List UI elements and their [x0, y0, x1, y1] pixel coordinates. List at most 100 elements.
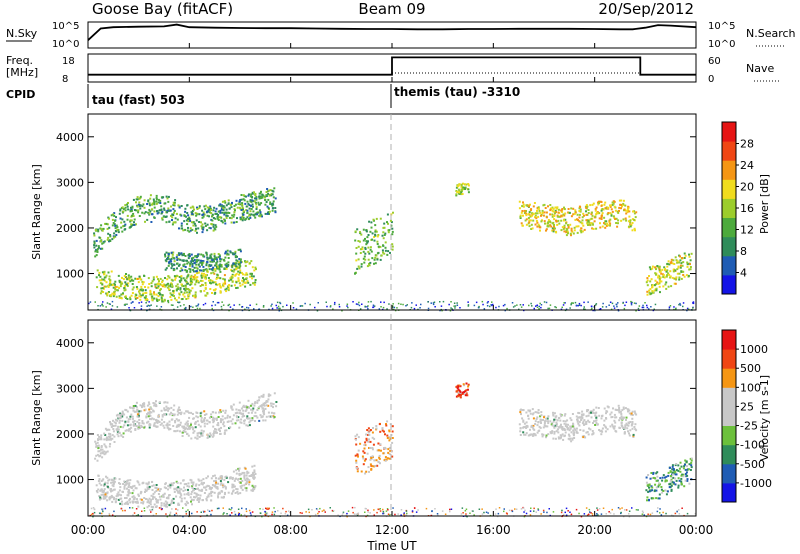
- data-point: [112, 295, 115, 298]
- ground-scatter-point: [415, 304, 417, 306]
- data-point: [167, 485, 170, 488]
- data-point: [226, 249, 229, 252]
- data-point: [373, 236, 376, 238]
- data-point: [191, 213, 194, 215]
- data-point: [650, 472, 653, 474]
- ground-scatter-point: [459, 307, 461, 309]
- data-point: [216, 487, 219, 490]
- data-point: [132, 279, 135, 282]
- data-point: [157, 198, 160, 201]
- ground-scatter-point: [588, 513, 590, 516]
- data-point: [519, 411, 522, 414]
- ground-scatter-point: [498, 507, 501, 509]
- data-point: [253, 469, 256, 472]
- data-point: [253, 464, 256, 467]
- data-point: [550, 423, 553, 426]
- data-point: [624, 424, 627, 427]
- data-point: [580, 227, 583, 230]
- data-point: [529, 428, 531, 431]
- ground-scatter-point: [478, 508, 481, 510]
- data-point: [244, 264, 247, 267]
- data-point: [254, 485, 257, 488]
- data-point: [241, 484, 244, 487]
- data-point: [622, 427, 625, 429]
- data-point: [157, 201, 160, 204]
- data-point: [595, 422, 598, 424]
- data-point: [221, 418, 224, 421]
- data-point: [158, 291, 161, 294]
- data-point: [365, 243, 368, 246]
- beam-title: Beam 09: [358, 0, 425, 18]
- data-point: [202, 269, 205, 271]
- data-point: [264, 407, 267, 410]
- data-point: [534, 420, 537, 423]
- data-point: [266, 190, 269, 193]
- data-point: [606, 222, 609, 225]
- data-point: [465, 389, 468, 392]
- data-point: [195, 278, 198, 281]
- data-point: [179, 280, 182, 283]
- data-point: [187, 434, 190, 437]
- data-point: [370, 250, 373, 253]
- data-point: [180, 275, 183, 278]
- data-point: [458, 191, 461, 194]
- data-point: [213, 491, 216, 494]
- data-point: [99, 452, 102, 455]
- data-point: [179, 424, 182, 426]
- data-point: [367, 234, 370, 236]
- data-point: [646, 499, 648, 502]
- data-point: [249, 210, 252, 213]
- data-point: [173, 491, 176, 493]
- data-point: [235, 221, 238, 223]
- ground-scatter-point: [411, 302, 413, 304]
- data-point: [242, 198, 245, 201]
- data-point: [682, 475, 685, 478]
- ground-scatter-point: [546, 511, 548, 514]
- data-point: [625, 212, 628, 215]
- data-point: [160, 504, 163, 507]
- data-point: [160, 422, 163, 425]
- data-point: [611, 210, 614, 213]
- noise-right-label: N.Search: [746, 27, 796, 40]
- data-point: [124, 223, 127, 226]
- ground-scatter-point: [594, 304, 597, 306]
- ground-scatter-point: [155, 513, 157, 515]
- data-point: [384, 459, 387, 462]
- data-point: [273, 392, 276, 395]
- ground-scatter-point: [211, 304, 213, 307]
- data-point: [231, 422, 234, 425]
- ground-scatter-point: [565, 507, 568, 510]
- data-point: [543, 211, 546, 214]
- data-point: [94, 457, 97, 460]
- ground-scatter-point: [503, 510, 505, 513]
- data-point: [196, 267, 199, 270]
- data-point: [166, 278, 169, 281]
- data-point: [677, 469, 680, 472]
- ground-scatter-point: [93, 511, 96, 514]
- data-point: [122, 436, 125, 438]
- data-point: [135, 425, 138, 428]
- data-point: [274, 207, 277, 209]
- data-point: [665, 493, 668, 496]
- ground-scatter-point: [148, 305, 151, 307]
- data-point: [556, 428, 559, 431]
- data-point: [239, 216, 242, 219]
- data-point: [217, 416, 220, 418]
- data-point: [175, 289, 178, 292]
- data-point: [566, 426, 569, 428]
- data-point: [207, 494, 210, 497]
- data-point: [151, 213, 154, 216]
- data-point: [630, 412, 633, 415]
- data-point: [128, 499, 131, 502]
- data-point: [582, 436, 585, 439]
- data-point: [462, 186, 465, 189]
- data-point: [590, 211, 593, 214]
- data-point: [115, 224, 118, 227]
- data-point: [236, 206, 239, 209]
- data-point: [114, 422, 117, 425]
- data-point: [681, 473, 684, 476]
- data-point: [260, 202, 263, 205]
- data-point: [377, 449, 380, 452]
- ground-scatter-point: [275, 304, 277, 307]
- data-point: [663, 266, 666, 269]
